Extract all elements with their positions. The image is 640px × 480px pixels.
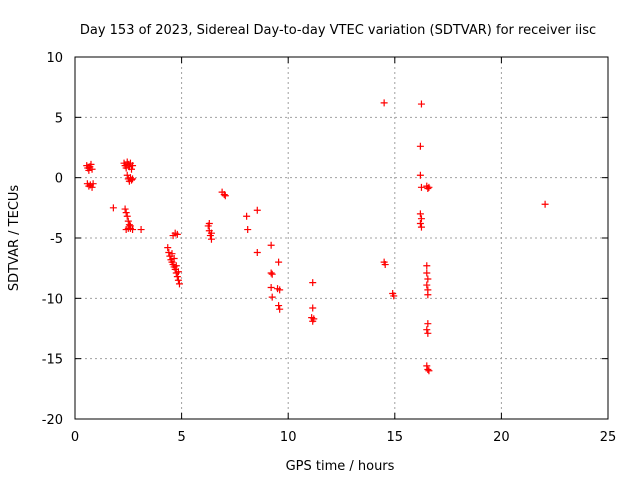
data-point bbox=[175, 280, 183, 288]
data-point bbox=[423, 362, 431, 370]
y-tick-label: 0 bbox=[55, 172, 63, 187]
data-point bbox=[129, 175, 137, 183]
data-point bbox=[87, 160, 95, 168]
x-tick-label: 5 bbox=[177, 430, 185, 445]
data-point bbox=[109, 204, 117, 212]
data-point bbox=[220, 191, 228, 199]
y-tick-label: 5 bbox=[55, 111, 63, 126]
data-point bbox=[268, 293, 276, 301]
y-tick-label: 10 bbox=[46, 51, 63, 66]
data-point bbox=[172, 262, 180, 270]
data-point bbox=[424, 185, 432, 193]
data-point bbox=[416, 171, 424, 179]
data-point bbox=[424, 366, 432, 374]
data-point bbox=[381, 261, 389, 269]
data-point bbox=[89, 180, 97, 188]
data-point bbox=[137, 226, 145, 234]
data-point bbox=[129, 226, 137, 234]
data-point bbox=[380, 99, 388, 107]
data-point bbox=[123, 212, 131, 220]
data-point bbox=[309, 279, 317, 287]
data-point bbox=[417, 100, 425, 108]
axis-ticks: 0 5 10 15 20 25 -20 -15 -10 -5 0 5 10 bbox=[42, 51, 617, 445]
data-point bbox=[309, 304, 317, 312]
data-point bbox=[541, 200, 549, 208]
data-point bbox=[425, 183, 433, 191]
data-point bbox=[416, 142, 424, 150]
data-point bbox=[243, 212, 251, 220]
data-point bbox=[267, 269, 275, 277]
data-point bbox=[207, 229, 215, 237]
data-point bbox=[416, 210, 424, 218]
data-point bbox=[174, 268, 182, 276]
data-point bbox=[423, 281, 431, 289]
data-point bbox=[164, 244, 172, 252]
data-point bbox=[121, 205, 129, 213]
data-point bbox=[174, 276, 182, 284]
data-point bbox=[416, 220, 424, 228]
data-point bbox=[424, 291, 432, 299]
data-point bbox=[253, 248, 261, 256]
data-point bbox=[85, 182, 93, 190]
data-point bbox=[165, 248, 173, 256]
data-point bbox=[127, 176, 135, 184]
data-point bbox=[88, 165, 96, 173]
data-point bbox=[129, 162, 137, 170]
data-point bbox=[267, 283, 275, 291]
data-point bbox=[207, 235, 215, 243]
data-point bbox=[275, 258, 283, 266]
data-point bbox=[423, 269, 431, 277]
data-point bbox=[268, 270, 276, 278]
data-point bbox=[417, 223, 425, 231]
data-point bbox=[276, 305, 284, 313]
data-point bbox=[173, 230, 181, 238]
data-point bbox=[125, 221, 133, 229]
x-tick-label: 20 bbox=[493, 430, 510, 445]
data-point bbox=[423, 326, 431, 334]
data-point bbox=[424, 329, 432, 337]
data-point bbox=[205, 220, 213, 228]
x-tick-label: 25 bbox=[600, 430, 617, 445]
data-point bbox=[126, 222, 134, 230]
data-point bbox=[253, 206, 261, 214]
x-axis-label: GPS time / hours bbox=[286, 459, 395, 474]
data-point bbox=[221, 192, 229, 200]
data-point bbox=[276, 286, 284, 294]
y-tick-label: -15 bbox=[42, 353, 63, 368]
data-point bbox=[424, 320, 432, 328]
data-point bbox=[88, 183, 96, 191]
data-point bbox=[244, 226, 252, 234]
data-point bbox=[390, 292, 398, 300]
data-point bbox=[424, 275, 432, 283]
data-points bbox=[83, 99, 549, 375]
data-point bbox=[423, 262, 431, 270]
data-point bbox=[267, 241, 275, 249]
data-point bbox=[310, 315, 318, 323]
chart-title: Day 153 of 2023, Sidereal Day-to-day VTE… bbox=[80, 23, 596, 38]
data-point bbox=[275, 302, 283, 310]
data-point bbox=[122, 164, 130, 172]
data-point bbox=[170, 255, 178, 263]
data-point bbox=[127, 165, 135, 173]
data-point bbox=[417, 183, 425, 191]
grid bbox=[75, 57, 608, 419]
data-point bbox=[122, 209, 130, 217]
x-tick-label: 10 bbox=[280, 430, 297, 445]
y-tick-label: -5 bbox=[50, 232, 63, 247]
data-point bbox=[173, 273, 181, 281]
y-axis-label: SDTVAR / TECUs bbox=[7, 185, 22, 292]
data-point bbox=[124, 217, 132, 225]
data-point bbox=[168, 250, 176, 258]
x-tick-label: 15 bbox=[387, 430, 404, 445]
x-tick-label: 0 bbox=[71, 430, 79, 445]
data-point bbox=[417, 215, 425, 223]
y-tick-label: -10 bbox=[42, 292, 63, 307]
data-point bbox=[425, 367, 433, 375]
data-point bbox=[85, 166, 93, 174]
y-tick-label: -20 bbox=[42, 413, 63, 428]
